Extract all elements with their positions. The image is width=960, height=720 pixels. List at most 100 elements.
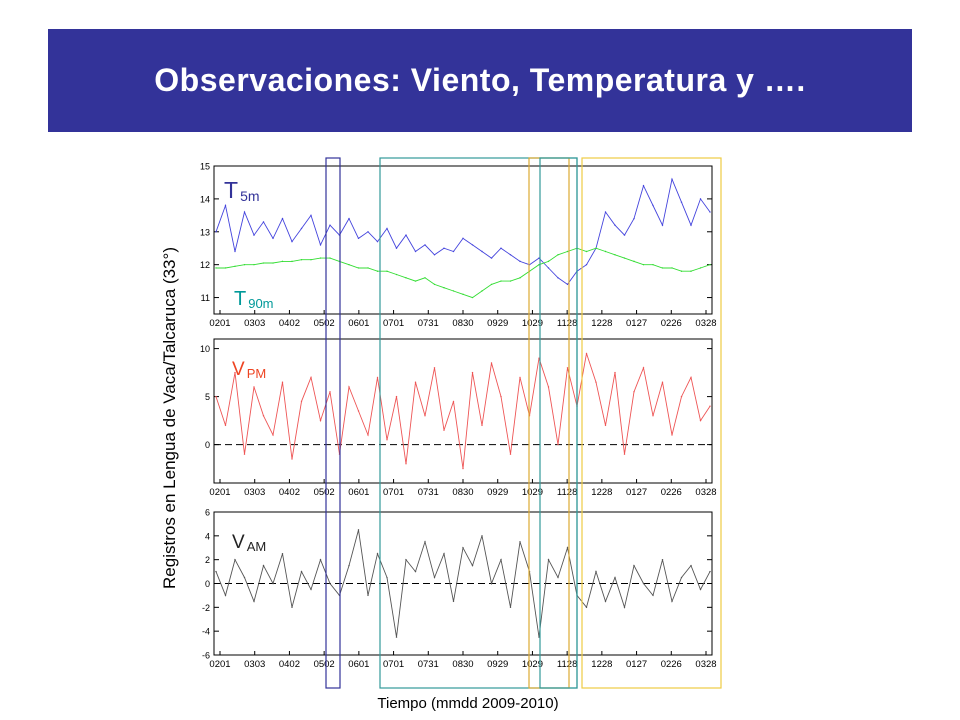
- x-tick-label: 0402: [279, 659, 300, 670]
- data-point-VAM: [443, 553, 445, 555]
- data-point-VPM: [538, 357, 540, 359]
- y-tick-label: 4: [205, 531, 210, 541]
- data-point-T90m: [585, 250, 588, 253]
- data-point-VAM: [642, 582, 645, 585]
- x-tick-label: 0226: [661, 318, 682, 329]
- data-point-T90m: [661, 267, 664, 269]
- data-point-VPM: [215, 395, 217, 398]
- data-point-T90m: [709, 263, 711, 266]
- data-point-T5m: [433, 254, 436, 256]
- data-point-T90m: [414, 280, 417, 282]
- data-point-T5m: [699, 198, 702, 200]
- data-point-T5m: [500, 247, 502, 249]
- data-point-T5m: [215, 231, 217, 233]
- data-point-VPM: [424, 415, 426, 417]
- x-tick-label: 0701: [383, 487, 404, 498]
- data-point-VAM: [215, 570, 217, 573]
- data-point-T90m: [557, 254, 559, 256]
- data-point-VPM: [699, 419, 702, 422]
- data-point-T90m: [319, 257, 322, 259]
- data-point-T5m: [243, 211, 246, 213]
- data-point-T5m: [329, 224, 331, 226]
- data-point-T5m: [367, 231, 369, 233]
- data-point-VAM: [395, 636, 398, 638]
- data-point-T5m: [633, 217, 635, 220]
- data-point-T90m: [566, 250, 569, 253]
- data-point-VPM: [319, 419, 322, 422]
- data-point-T5m: [224, 204, 227, 207]
- x-tick-label: 0731: [418, 318, 439, 329]
- x-axis-label: Tiempo (mmdd 2009-2010): [377, 695, 559, 712]
- data-point-VAM: [405, 558, 407, 561]
- data-point-VPM: [633, 391, 635, 393]
- data-point-VPM: [500, 395, 502, 398]
- data-point-VAM: [500, 558, 502, 561]
- x-tick-label: 0328: [695, 659, 716, 670]
- data-point-VPM: [595, 381, 597, 383]
- x-tick-label: 0601: [348, 318, 369, 329]
- data-point-T5m: [443, 247, 445, 249]
- data-point-VPM: [262, 415, 265, 417]
- data-point-T90m: [424, 277, 426, 279]
- data-point-T90m: [215, 267, 217, 269]
- y-tick-label: 13: [200, 227, 210, 237]
- data-point-T5m: [471, 244, 474, 246]
- data-point-VAM: [462, 547, 464, 549]
- data-point-T5m: [623, 234, 626, 236]
- data-point-T90m: [405, 277, 407, 279]
- data-point-T5m: [642, 185, 645, 187]
- data-point-VPM: [709, 405, 711, 407]
- data-point-VPM: [452, 400, 455, 403]
- data-point-VAM: [652, 594, 654, 597]
- data-point-VAM: [243, 576, 246, 579]
- y-tick-label: 11: [201, 293, 210, 303]
- data-point-VPM: [376, 376, 379, 379]
- data-point-VPM: [614, 371, 616, 374]
- data-point-VAM: [699, 588, 702, 591]
- box-0502-0601: [325, 157, 341, 689]
- data-point-VPM: [680, 395, 683, 398]
- data-point-VPM: [471, 371, 474, 374]
- data-point-VAM: [414, 570, 417, 573]
- data-point-T5m: [376, 240, 379, 243]
- x-tick-label: 1128: [557, 659, 577, 670]
- x-tick-label: 0502: [314, 487, 335, 498]
- data-point-VAM: [538, 636, 540, 638]
- data-point-VPM: [243, 453, 246, 455]
- data-point-VAM: [519, 541, 521, 543]
- data-point-VPM: [405, 463, 407, 465]
- slide-title: Observaciones: Viento, Temperatura y ….: [154, 62, 806, 98]
- data-point-T5m: [452, 250, 455, 253]
- data-point-VPM: [272, 434, 274, 436]
- x-tick-label: 0127: [626, 659, 647, 670]
- data-point-VPM: [690, 376, 692, 379]
- data-point-VAM: [661, 558, 664, 561]
- x-tick-label: 0328: [695, 487, 716, 498]
- data-point-VPM: [604, 424, 607, 427]
- data-point-VPM: [357, 410, 360, 412]
- data-point-VAM: [680, 576, 683, 579]
- data-point-T90m: [642, 263, 645, 266]
- data-point-T90m: [395, 273, 398, 276]
- data-point-VAM: [367, 594, 369, 597]
- data-point-VAM: [585, 606, 588, 609]
- x-tick-label: 0201: [209, 659, 230, 670]
- data-point-VPM: [386, 439, 388, 441]
- data-point-VPM: [547, 386, 550, 388]
- x-tick-label: 1128: [557, 318, 577, 329]
- data-point-VAM: [424, 541, 426, 543]
- data-point-T90m: [481, 290, 483, 292]
- data-point-T90m: [300, 259, 303, 261]
- data-point-T90m: [614, 254, 616, 256]
- data-point-T90m: [652, 263, 654, 266]
- data-point-T5m: [262, 221, 265, 223]
- data-point-T5m: [319, 244, 322, 246]
- x-tick-label: 0303: [244, 659, 265, 670]
- data-point-VPM: [481, 424, 483, 427]
- data-point-VPM: [329, 391, 331, 393]
- data-point-VAM: [547, 558, 550, 561]
- data-point-VAM: [709, 570, 711, 573]
- x-tick-label: 0402: [279, 487, 300, 498]
- data-point-T90m: [538, 263, 540, 266]
